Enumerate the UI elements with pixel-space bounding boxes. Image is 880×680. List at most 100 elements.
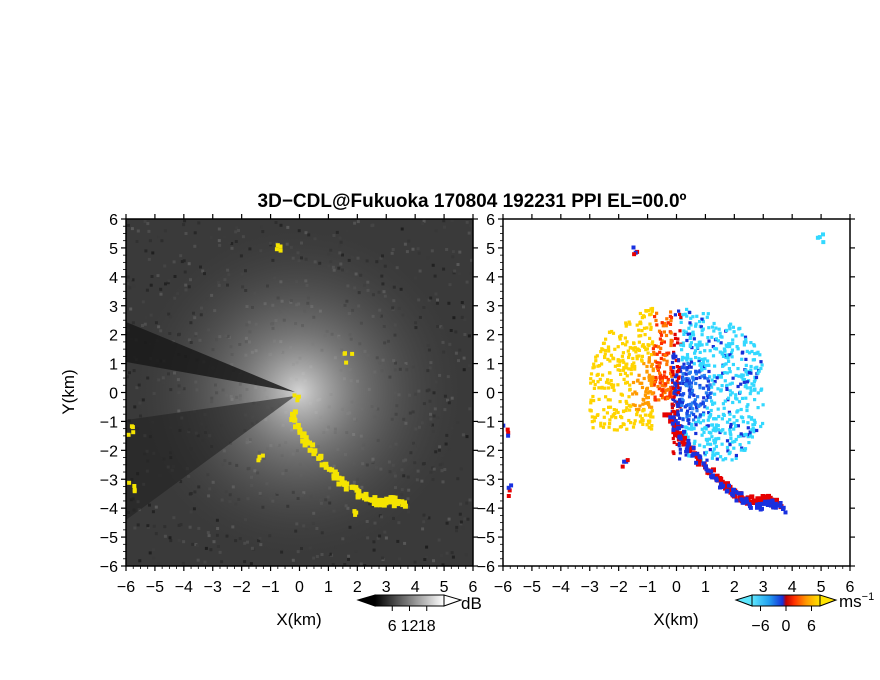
texture-pixel — [427, 516, 431, 520]
unit-exponent: −1 — [862, 591, 875, 603]
velocity-cell — [615, 428, 619, 432]
velocity-cell — [674, 393, 678, 397]
velocity-cell — [725, 387, 729, 391]
velocity-cell — [661, 396, 665, 400]
velocity-cell — [753, 398, 757, 402]
texture-pixel — [144, 249, 148, 253]
texture-pixel — [131, 321, 135, 325]
velocity-cell — [710, 423, 714, 427]
texture-pixel — [152, 548, 155, 552]
velocity-cell — [678, 447, 682, 451]
velocity-cell — [725, 371, 729, 375]
velocity-cell — [640, 385, 645, 390]
velocity-cell — [752, 430, 756, 434]
velocity-cell — [651, 347, 655, 351]
velocity-cell — [687, 414, 692, 418]
echo-cell — [368, 497, 374, 503]
velocity-cell — [613, 347, 617, 351]
x-tick-label: −6 — [494, 579, 512, 596]
echo-cell — [329, 467, 335, 473]
velocity-colorbar-left-arrow — [734, 594, 753, 607]
texture-pixel — [180, 260, 184, 264]
velocity-cell — [646, 419, 651, 423]
velocity-cell — [686, 332, 690, 336]
velocity-cell — [690, 401, 695, 405]
velocity-cell — [731, 440, 735, 444]
texture-pixel — [407, 239, 411, 243]
velocity-cell — [728, 327, 732, 331]
velocity-echo-blue — [770, 499, 775, 504]
velocity-cell — [642, 326, 647, 330]
velocity-cell — [708, 391, 712, 395]
velocity-cell — [692, 418, 696, 422]
echo-spot — [350, 351, 355, 356]
velocity-cell — [664, 333, 669, 338]
texture-pixel — [440, 554, 443, 558]
velocity-echo-red — [711, 467, 716, 473]
velocity-cell — [727, 359, 731, 363]
x-tick-label: −5 — [523, 579, 541, 596]
velocity-cell — [647, 343, 651, 348]
velocity-cell — [687, 371, 691, 376]
velocity-cell — [637, 373, 641, 377]
echo-spot — [132, 487, 137, 492]
echo-spot — [295, 398, 300, 403]
velocity-cell — [638, 381, 642, 385]
velocity-echo-blue — [768, 503, 773, 508]
velocity-cell — [697, 370, 701, 374]
velocity-cell — [651, 340, 655, 344]
texture-pixel — [432, 559, 435, 563]
velocity-cell — [654, 398, 658, 402]
velocity-cell — [738, 326, 742, 330]
texture-pixel — [135, 240, 139, 243]
velocity-cell — [699, 325, 703, 329]
velocity-cell — [671, 354, 675, 358]
velocity-cell — [698, 343, 702, 347]
velocity-cell — [680, 401, 684, 405]
velocity-cell — [739, 382, 743, 386]
velocity-cell — [710, 385, 714, 389]
velocity-cell — [635, 354, 639, 358]
velocity-cell — [723, 379, 727, 383]
echo-cell — [310, 442, 316, 448]
velocity-cell — [685, 426, 689, 430]
velocity-cell — [686, 435, 690, 439]
echo-cell — [311, 451, 317, 457]
velocity-cell — [750, 382, 754, 386]
velocity-cell — [728, 412, 732, 416]
velocity-cell — [677, 365, 681, 370]
texture-pixel — [212, 540, 216, 544]
velocity-cell — [714, 347, 719, 351]
velocity-cell — [674, 391, 678, 395]
velocity-cell — [610, 415, 614, 419]
velocity-cell — [736, 347, 740, 351]
texture-pixel — [181, 561, 185, 565]
texture-pixel — [204, 546, 208, 550]
velocity-cell — [714, 444, 718, 449]
echo-cell — [336, 481, 342, 487]
velocity-cell — [661, 353, 665, 357]
velocity-cell — [669, 341, 673, 345]
texture-pixel — [465, 220, 469, 224]
texture-pixel — [400, 227, 404, 231]
echo-cell — [349, 484, 355, 490]
velocity-cell — [689, 323, 693, 327]
velocity-cell — [642, 362, 646, 366]
echo-cell — [358, 493, 364, 499]
velocity-cell — [644, 348, 648, 352]
texture-pixel — [149, 283, 153, 287]
velocity-cell — [710, 456, 714, 460]
texture-pixel — [167, 279, 171, 283]
velocity-cell — [734, 456, 738, 460]
velocity-colorbar-right-arrow — [819, 594, 838, 607]
velocity-cell — [589, 377, 593, 381]
velocity-cell — [640, 329, 644, 333]
velocity-cell — [707, 326, 711, 330]
texture-pixel — [452, 271, 456, 275]
velocity-cell — [702, 396, 706, 400]
velocity-cell — [711, 354, 716, 358]
velocity-cell — [605, 411, 609, 415]
velocity-cell — [692, 362, 696, 366]
velocity-cell — [759, 424, 763, 429]
texture-pixel — [182, 259, 186, 263]
